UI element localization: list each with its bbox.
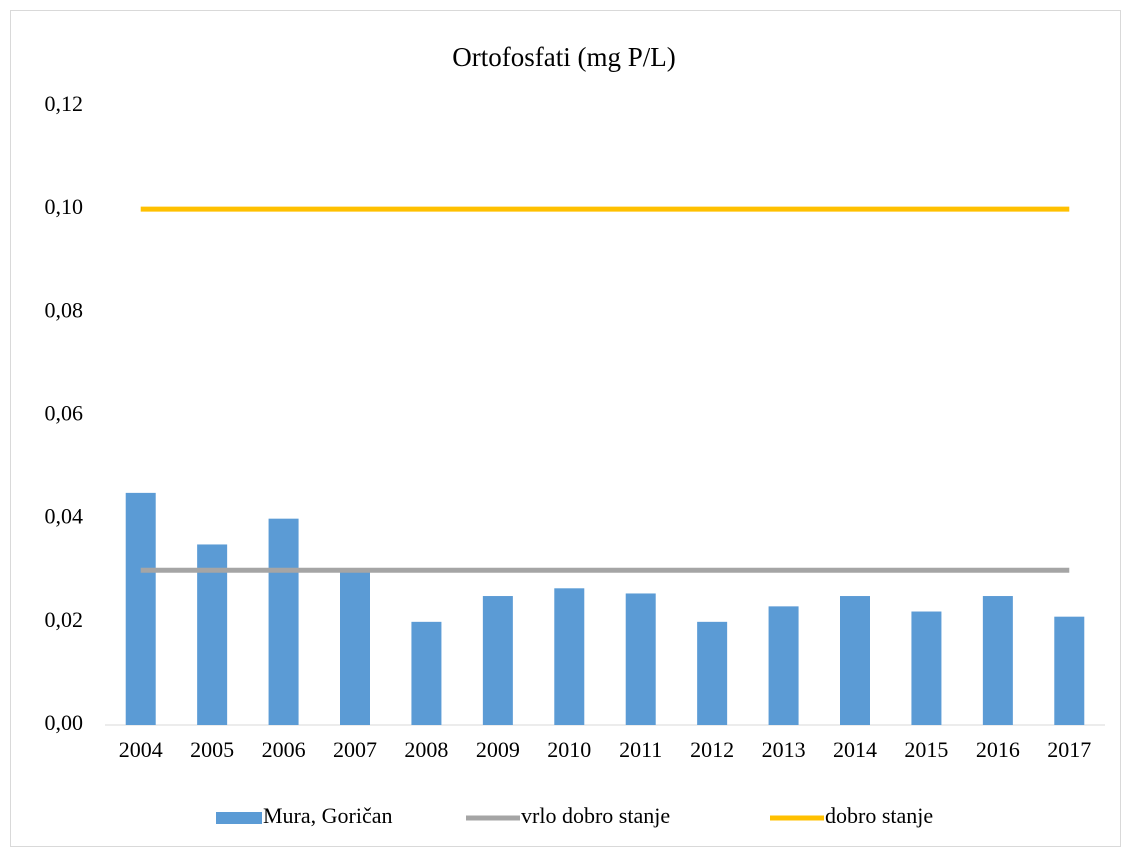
legend-label: Mura, Goričan — [263, 803, 393, 828]
x-tick-label: 2008 — [404, 737, 448, 762]
bar — [982, 596, 1013, 725]
bar — [625, 593, 656, 725]
chart-title: Ortofosfati (mg P/L) — [452, 42, 675, 72]
y-tick-label: 0,08 — [45, 297, 84, 322]
x-tick-label: 2013 — [762, 737, 806, 762]
x-tick-label: 2009 — [476, 737, 520, 762]
x-tick-label: 2005 — [190, 737, 234, 762]
x-tick-label: 2006 — [262, 737, 306, 762]
y-tick-label: 0,06 — [45, 401, 84, 426]
y-tick-label: 0,02 — [45, 607, 84, 632]
bar — [840, 596, 870, 725]
legend-swatch — [216, 812, 262, 824]
y-tick-label: 0,00 — [45, 710, 84, 735]
y-tick-label: 0,04 — [45, 504, 84, 529]
bar — [340, 570, 370, 725]
x-tick-label: 2004 — [119, 737, 163, 762]
legend-label: vrlo dobro stanje — [521, 803, 670, 828]
bar — [768, 606, 799, 725]
bar — [554, 588, 585, 725]
legend-label: dobro stanje — [825, 803, 933, 828]
y-tick-label: 0,10 — [45, 194, 84, 219]
x-tick-label: 2012 — [690, 737, 734, 762]
bar — [482, 596, 513, 725]
bar — [411, 621, 442, 725]
bar — [911, 611, 942, 725]
bar — [697, 621, 728, 725]
x-tick-label: 2016 — [976, 737, 1020, 762]
x-tick-label: 2010 — [547, 737, 591, 762]
bar — [125, 492, 156, 725]
bar — [197, 544, 228, 725]
bar — [268, 518, 299, 725]
bar — [1054, 616, 1085, 725]
x-tick-label: 2015 — [904, 737, 948, 762]
x-tick-label: 2007 — [333, 737, 377, 762]
x-tick-label: 2017 — [1047, 737, 1091, 762]
y-tick-label: 0,12 — [45, 91, 84, 116]
x-tick-label: 2014 — [833, 737, 877, 762]
x-tick-label: 2011 — [619, 737, 662, 762]
